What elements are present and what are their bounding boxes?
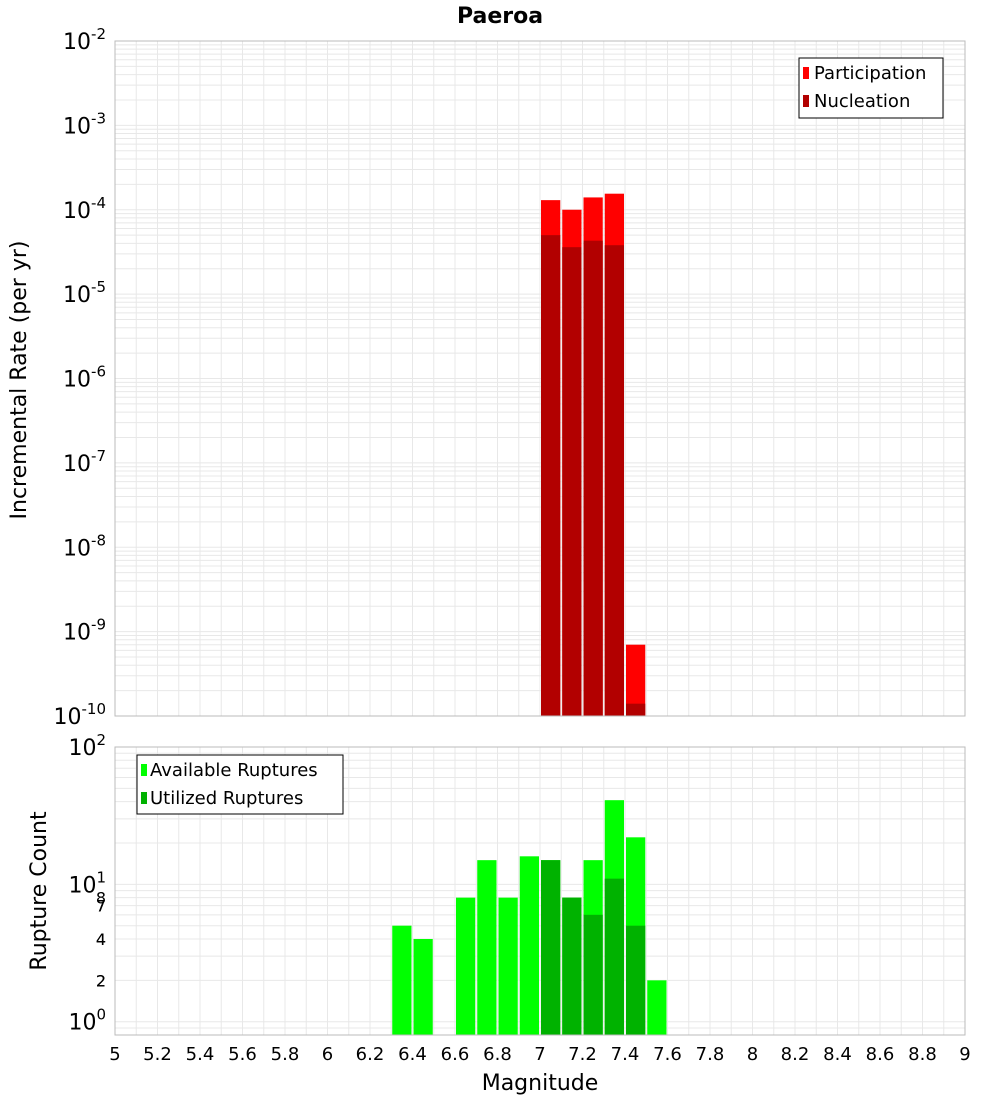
utilized-ruptures-bar (626, 925, 646, 1035)
rate-y-tick-label: 10-8 (63, 531, 106, 561)
nucleation-bar (626, 703, 646, 716)
count-y-axis-label: Rupture Count (27, 811, 52, 971)
nucleation-bar (562, 247, 582, 716)
rate-plot: 10-2 10-3 10-4 10-5 10-6 10-7 10-8 10-9 10-10 In… (7, 25, 966, 730)
rate-y-tick-label: 10-5 (63, 278, 106, 308)
utilized-ruptures-bar (583, 914, 603, 1035)
available-ruptures-bar (413, 939, 433, 1035)
rate-y-tick-label: 10-3 (63, 109, 106, 139)
x-tick-label: 7.2 (568, 1044, 597, 1065)
x-tick-label: 8 (747, 1044, 758, 1065)
x-tick-label: 6.4 (398, 1044, 427, 1065)
rate-y-tick-label: 10-9 (63, 616, 106, 646)
rate-plot-frame (114, 40, 966, 717)
rate-y-tick-label: 10-10 (54, 700, 107, 730)
x-tick-label: 5.2 (143, 1044, 172, 1065)
count-legend-box (136, 754, 344, 815)
available-ruptures-bar (392, 925, 412, 1035)
x-tick-label: 7 (534, 1044, 545, 1065)
rate-legend: Participation Nucleation (798, 57, 944, 119)
nucleation-bar (604, 245, 624, 717)
count-y-tick-label: 4 (96, 930, 106, 949)
participation-legend-label: Participation (814, 63, 926, 84)
count-y-tick-label: 7 (96, 897, 106, 916)
rate-y-axis-label: Incremental Rate (per yr) (7, 241, 32, 520)
count-y-tick-label: 7 (96, 897, 106, 916)
x-axis-label: Magnitude (482, 1071, 599, 1096)
x-tick-label: 6.6 (441, 1044, 470, 1065)
utilized-ruptures-bar (541, 860, 561, 1035)
rate-y-tick-label: 10-7 (63, 447, 106, 477)
x-tick-label: 8.2 (781, 1044, 810, 1065)
count-y-tick-label: 101 (68, 868, 106, 898)
rate-y-ticks: 10-2 10-3 10-4 10-5 10-6 10-7 10-8 10-9 10-10 (54, 25, 107, 730)
x-tick-label: 5.6 (228, 1044, 257, 1065)
nucleation-bar (541, 235, 561, 716)
count-y-tick-label: 2 (96, 971, 106, 990)
available-ruptures-bar (519, 856, 539, 1035)
x-tick-label: 8.4 (823, 1044, 852, 1065)
x-tick-label: 6.2 (356, 1044, 385, 1065)
available-ruptures-bar (647, 980, 667, 1035)
x-tick-label: 5.8 (271, 1044, 300, 1065)
x-tick-label: 7.6 (653, 1044, 682, 1065)
rate-y-tick-label: 10-2 (63, 25, 106, 55)
x-tick-label: 8.8 (908, 1044, 937, 1065)
nucleation-legend-label: Nucleation (814, 91, 910, 112)
available-ruptures-bar (477, 860, 497, 1035)
x-tick-label: 7.8 (696, 1044, 725, 1065)
utilized-ruptures-bar (604, 878, 624, 1035)
count-y-tick-label: 100 (68, 1006, 106, 1036)
nucleation-bar (583, 240, 603, 717)
rate-legend-box (798, 57, 944, 119)
x-tick-label: 7.4 (611, 1044, 640, 1065)
available-ruptures-bar (498, 897, 518, 1035)
x-tick-label: 9 (959, 1044, 970, 1065)
rate-bars (541, 193, 646, 717)
available-ruptures-bar (456, 897, 476, 1035)
participation-legend-swatch (803, 67, 809, 79)
chart-title: Paeroa (457, 4, 543, 29)
participation-bar (626, 644, 646, 716)
count-y-tick-label: 102 (68, 731, 106, 761)
rate-y-tick-label: 10-6 (63, 363, 106, 393)
rate-grid (114, 40, 966, 717)
x-tick-label: 6.8 (483, 1044, 512, 1065)
utilized-legend-label: Utilized Ruptures (150, 788, 303, 809)
x-axis-ticks: 5 5.2 5.4 5.6 5.8 6 6.2 6.4 6.6 6.8 7 7.2 7.4 7.6 7.8 8… (109, 1044, 970, 1065)
utilized-ruptures-bar (562, 897, 582, 1035)
x-tick-label: 6 (322, 1044, 333, 1065)
x-tick-label: 5.4 (186, 1044, 215, 1065)
count-bars (392, 800, 667, 1035)
rate-y-tick-label: 10-4 (63, 194, 106, 224)
count-y-tick-label: 8 (96, 889, 106, 908)
count-plot-frame (114, 746, 966, 1036)
available-legend-label: Available Ruptures (150, 760, 318, 781)
count-y-tick-label: 2 (96, 971, 106, 990)
count-legend: Available Ruptures Utilized Ruptures (136, 754, 344, 815)
x-tick-label: 5 (109, 1044, 120, 1065)
x-tick-label: 8.6 (866, 1044, 895, 1065)
utilized-legend-swatch (141, 792, 147, 804)
nucleation-legend-swatch (803, 95, 809, 107)
available-legend-swatch (141, 764, 147, 776)
count-y-tick-label: 4 (96, 930, 106, 949)
